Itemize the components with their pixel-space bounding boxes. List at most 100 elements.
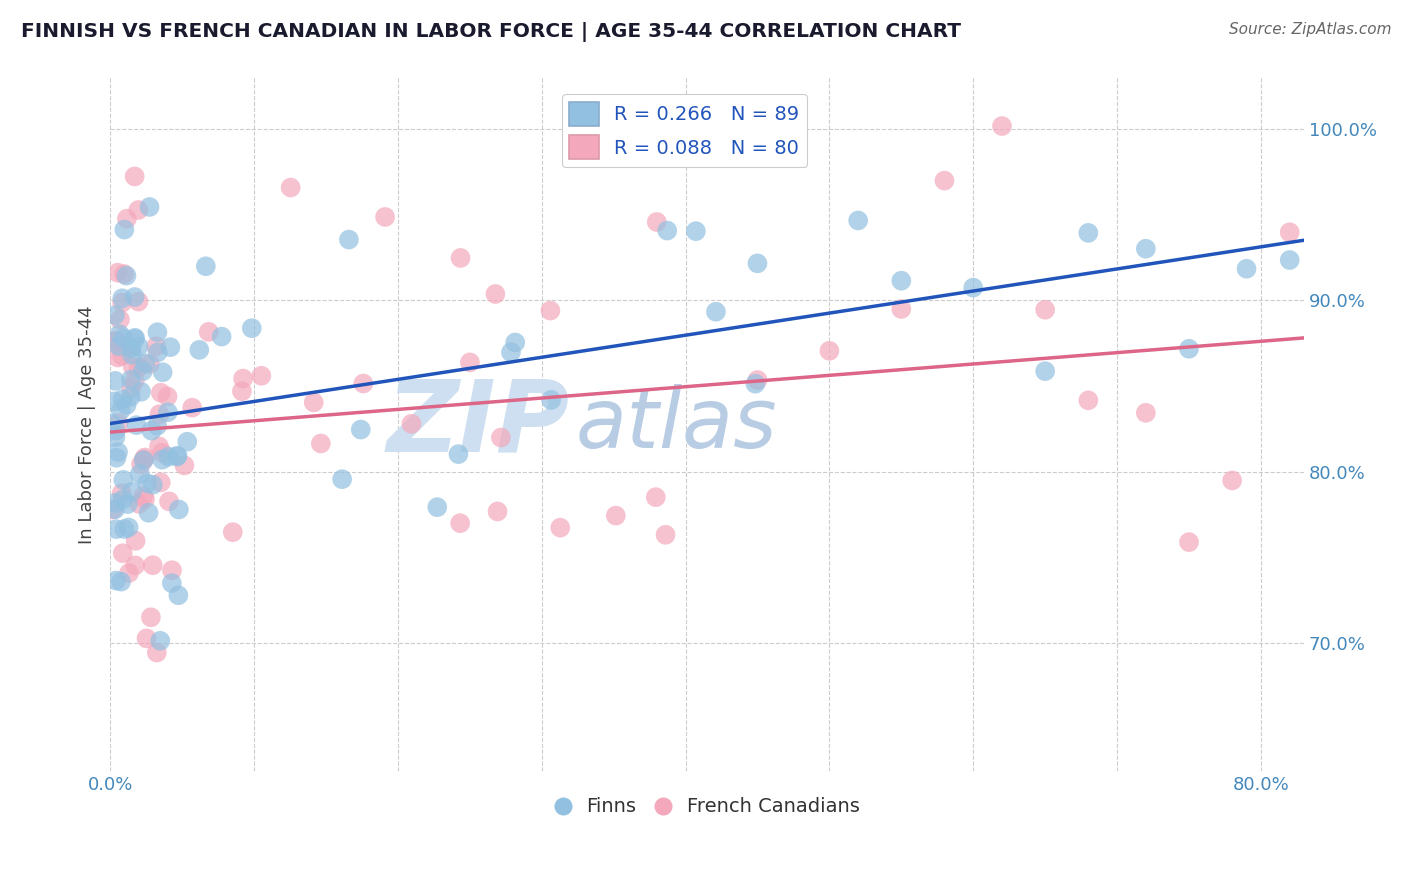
Point — [503, 335, 526, 350]
Point — [104, 496, 127, 510]
Point — [107, 266, 129, 280]
Point — [139, 610, 162, 624]
Point — [124, 374, 146, 388]
Point — [104, 430, 127, 444]
Point — [152, 365, 174, 379]
Point — [120, 381, 142, 395]
Point — [991, 119, 1014, 133]
Point — [330, 472, 353, 486]
Point — [104, 374, 127, 388]
Point — [150, 452, 173, 467]
Point — [124, 332, 146, 346]
Point — [1135, 406, 1157, 420]
Point — [1178, 535, 1201, 549]
Point — [134, 491, 156, 506]
Point — [1178, 342, 1201, 356]
Point — [934, 174, 956, 188]
Point — [657, 223, 679, 237]
Point — [107, 339, 129, 353]
Point — [128, 360, 150, 375]
Point — [149, 385, 172, 400]
Point — [120, 373, 142, 387]
Point — [166, 450, 188, 464]
Point — [167, 502, 190, 516]
Point — [117, 497, 139, 511]
Text: FINNISH VS FRENCH CANADIAN IN LABOR FORCE | AGE 35-44 CORRELATION CHART: FINNISH VS FRENCH CANADIAN IN LABOR FORC… — [21, 22, 962, 42]
Point — [121, 359, 143, 374]
Point — [890, 301, 912, 316]
Point — [167, 588, 190, 602]
Point — [112, 331, 135, 345]
Point — [121, 484, 143, 499]
Point — [132, 489, 155, 503]
Point — [112, 522, 135, 536]
Point — [157, 494, 180, 508]
Point — [104, 424, 127, 438]
Point — [747, 373, 769, 387]
Point — [115, 268, 138, 283]
Point — [352, 376, 374, 391]
Point — [124, 331, 146, 345]
Point — [846, 213, 869, 227]
Point — [654, 528, 676, 542]
Point — [107, 445, 129, 459]
Point — [134, 356, 156, 370]
Point — [146, 325, 169, 339]
Point — [132, 452, 155, 467]
Point — [486, 504, 509, 518]
Text: Source: ZipAtlas.com: Source: ZipAtlas.com — [1229, 22, 1392, 37]
Point — [105, 522, 128, 536]
Point — [309, 436, 332, 450]
Point — [104, 394, 127, 409]
Point — [150, 446, 173, 460]
Point — [141, 424, 163, 438]
Point — [111, 295, 134, 310]
Point — [156, 405, 179, 419]
Point — [240, 321, 263, 335]
Point — [120, 390, 142, 404]
Point — [108, 312, 131, 326]
Point — [112, 222, 135, 236]
Point — [124, 533, 146, 548]
Point — [1278, 252, 1301, 267]
Point — [401, 417, 423, 431]
Point — [132, 453, 155, 467]
Point — [107, 351, 129, 365]
Point — [127, 202, 149, 217]
Point — [136, 476, 159, 491]
Point — [173, 458, 195, 473]
Text: ZIP: ZIP — [387, 376, 569, 473]
Point — [160, 576, 183, 591]
Point — [127, 294, 149, 309]
Point — [138, 200, 160, 214]
Point — [538, 303, 561, 318]
Point — [426, 500, 449, 515]
Point — [111, 291, 134, 305]
Point — [232, 371, 254, 385]
Point — [111, 392, 134, 406]
Point — [146, 345, 169, 359]
Point — [104, 334, 127, 348]
Point — [1077, 226, 1099, 240]
Point — [105, 334, 128, 349]
Point — [1236, 261, 1258, 276]
Point — [134, 450, 156, 465]
Point — [111, 546, 134, 560]
Point — [1033, 302, 1056, 317]
Point — [1033, 364, 1056, 378]
Point — [484, 287, 506, 301]
Point — [112, 473, 135, 487]
Point — [128, 467, 150, 481]
Point — [111, 486, 134, 500]
Point — [115, 398, 138, 412]
Point — [159, 340, 181, 354]
Point — [145, 339, 167, 353]
Point — [148, 407, 170, 421]
Point — [447, 447, 470, 461]
Point — [747, 256, 769, 270]
Point — [337, 233, 360, 247]
Point — [125, 418, 148, 433]
Point — [115, 211, 138, 226]
Point — [605, 508, 627, 523]
Point — [704, 304, 727, 318]
